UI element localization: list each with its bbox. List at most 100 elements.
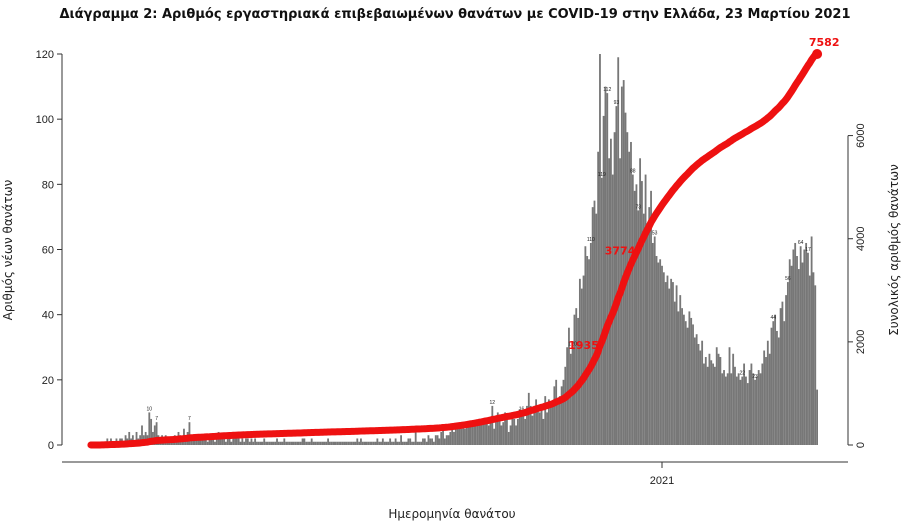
daily-bar — [546, 412, 548, 445]
daily-bar — [529, 405, 532, 445]
right-tick-label: 6000 — [855, 123, 867, 147]
daily-bar — [509, 425, 512, 445]
daily-bar — [405, 441, 408, 445]
daily-bar — [531, 415, 534, 445]
daily-bar — [796, 256, 798, 445]
daily-bar — [735, 376, 738, 445]
daily-bar — [569, 353, 572, 445]
daily-bar — [221, 435, 224, 445]
daily-bar — [474, 425, 477, 445]
daily-bar — [547, 399, 550, 445]
daily-bar — [394, 438, 397, 445]
daily-bar — [369, 441, 371, 445]
daily-bar — [591, 207, 594, 445]
daily-bar — [754, 379, 756, 445]
daily-bar — [648, 207, 651, 445]
daily-bar — [560, 386, 563, 445]
daily-bar — [268, 441, 271, 445]
daily-bar — [416, 441, 419, 445]
daily-bar — [440, 431, 443, 445]
daily-bar — [305, 441, 308, 445]
daily-bar — [418, 441, 421, 445]
daily-bar — [589, 242, 592, 445]
daily-bar — [449, 431, 452, 445]
daily-bar — [710, 360, 713, 445]
daily-bar — [387, 441, 390, 445]
daily-bar — [298, 441, 300, 445]
daily-bar — [748, 370, 751, 445]
daily-bar — [480, 422, 483, 445]
daily-bar — [544, 396, 547, 446]
daily-bar — [495, 418, 497, 445]
daily-bar — [723, 370, 725, 445]
daily-bar — [188, 422, 191, 445]
daily-bar — [365, 441, 368, 445]
daily-bar — [538, 412, 541, 445]
daily-bar — [199, 438, 202, 445]
daily-bar — [345, 441, 348, 445]
daily-bar — [341, 441, 344, 445]
daily-bar — [327, 438, 330, 445]
cumulative-end-point — [812, 49, 823, 59]
right-tick-label: 2000 — [855, 330, 867, 354]
daily-bar — [573, 314, 576, 445]
daily-bar — [245, 438, 247, 445]
daily-bar — [347, 441, 350, 445]
daily-bar — [411, 441, 413, 445]
daily-bar — [690, 317, 693, 445]
daily-bar — [661, 265, 663, 445]
daily-bar — [263, 438, 266, 445]
daily-bar — [524, 418, 527, 445]
daily-bar — [294, 441, 297, 445]
daily-bar — [599, 54, 601, 445]
daily-bar — [299, 441, 302, 445]
daily-bar — [287, 441, 289, 445]
daily-bar — [750, 363, 753, 445]
daily-bar — [425, 441, 428, 445]
daily-bar — [261, 441, 264, 445]
bar-value-label: 73 — [635, 204, 641, 210]
daily-bar — [296, 441, 298, 445]
daily-bar — [737, 373, 740, 445]
daily-bar — [279, 441, 282, 445]
daily-bar — [633, 190, 636, 445]
daily-bar — [427, 435, 430, 445]
daily-bar — [235, 438, 238, 445]
daily-bar — [610, 138, 612, 445]
bar-value-label: 56 — [785, 276, 791, 282]
daily-bar — [381, 438, 384, 445]
daily-bar — [400, 435, 402, 445]
daily-bar — [686, 327, 689, 445]
daily-bar — [318, 441, 320, 445]
daily-bar — [325, 441, 328, 445]
daily-bar — [816, 389, 818, 445]
daily-bar — [600, 177, 603, 445]
daily-bar — [776, 330, 778, 445]
bar-value-label: 44 — [771, 315, 777, 321]
daily-bar — [801, 262, 804, 445]
daily-bar — [695, 334, 698, 445]
left-tick-label: 0 — [48, 440, 54, 452]
daily-bar — [522, 415, 525, 445]
x-tick-label: 2021 — [650, 475, 674, 487]
daily-bar — [226, 438, 229, 445]
daily-bar — [496, 412, 499, 445]
daily-bar — [283, 438, 286, 445]
daily-bar — [259, 441, 262, 445]
cumulative-value-label: 1935 — [568, 339, 599, 352]
daily-bar — [703, 363, 705, 445]
daily-bar — [215, 435, 218, 445]
bar-value-label: 10 — [147, 406, 153, 412]
daily-bar — [681, 308, 683, 445]
daily-bar — [628, 151, 631, 445]
daily-bar — [443, 438, 446, 445]
daily-bar — [730, 373, 733, 445]
daily-bar — [380, 441, 382, 445]
daily-bar — [376, 438, 379, 445]
daily-bar — [542, 418, 545, 445]
daily-bar — [593, 200, 596, 446]
daily-bar — [553, 386, 556, 445]
daily-bar — [763, 350, 766, 445]
daily-bar — [336, 441, 339, 445]
